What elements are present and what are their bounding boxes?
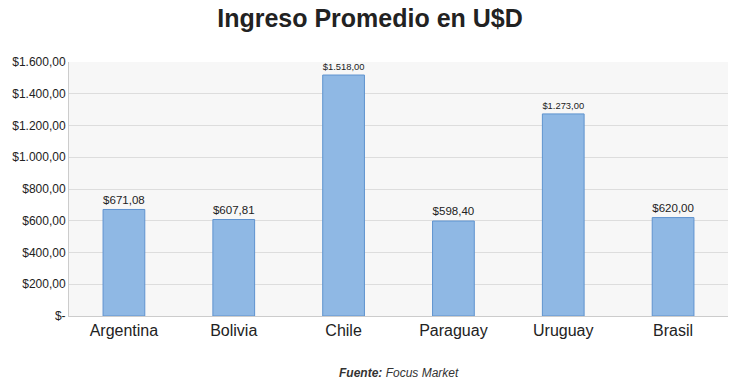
svg-text:Ingreso Promedio en U$D: Ingreso Promedio en U$D bbox=[217, 4, 523, 32]
svg-text:$400,00: $400,00 bbox=[22, 246, 66, 260]
svg-text:Paraguay: Paraguay bbox=[419, 322, 488, 339]
svg-text:$620,00: $620,00 bbox=[652, 202, 694, 214]
svg-text:Uruguay: Uruguay bbox=[533, 322, 593, 339]
svg-text:$1.518,00: $1.518,00 bbox=[323, 62, 365, 72]
svg-text:$1.200,00: $1.200,00 bbox=[12, 119, 66, 133]
svg-text:$800,00: $800,00 bbox=[22, 182, 66, 196]
svg-text:$671,08: $671,08 bbox=[103, 194, 145, 206]
svg-text:$200,00: $200,00 bbox=[22, 277, 66, 291]
svg-text:Fuente: Focus Market: Fuente: Focus Market bbox=[339, 366, 459, 380]
svg-text:$598,40: $598,40 bbox=[433, 205, 475, 217]
svg-text:$-: $- bbox=[55, 309, 66, 323]
svg-text:Brasil: Brasil bbox=[653, 322, 693, 339]
svg-text:$1.273,00: $1.273,00 bbox=[542, 101, 584, 111]
svg-text:$600,00: $600,00 bbox=[22, 214, 66, 228]
svg-text:$1.000,00: $1.000,00 bbox=[12, 150, 66, 164]
svg-text:Bolivia: Bolivia bbox=[210, 322, 257, 339]
svg-text:$607,81: $607,81 bbox=[213, 204, 255, 216]
svg-text:Chile: Chile bbox=[325, 322, 362, 339]
svg-text:$1.600,00: $1.600,00 bbox=[12, 55, 66, 69]
svg-text:$1.400,00: $1.400,00 bbox=[12, 87, 66, 101]
svg-text:Argentina: Argentina bbox=[90, 322, 159, 339]
